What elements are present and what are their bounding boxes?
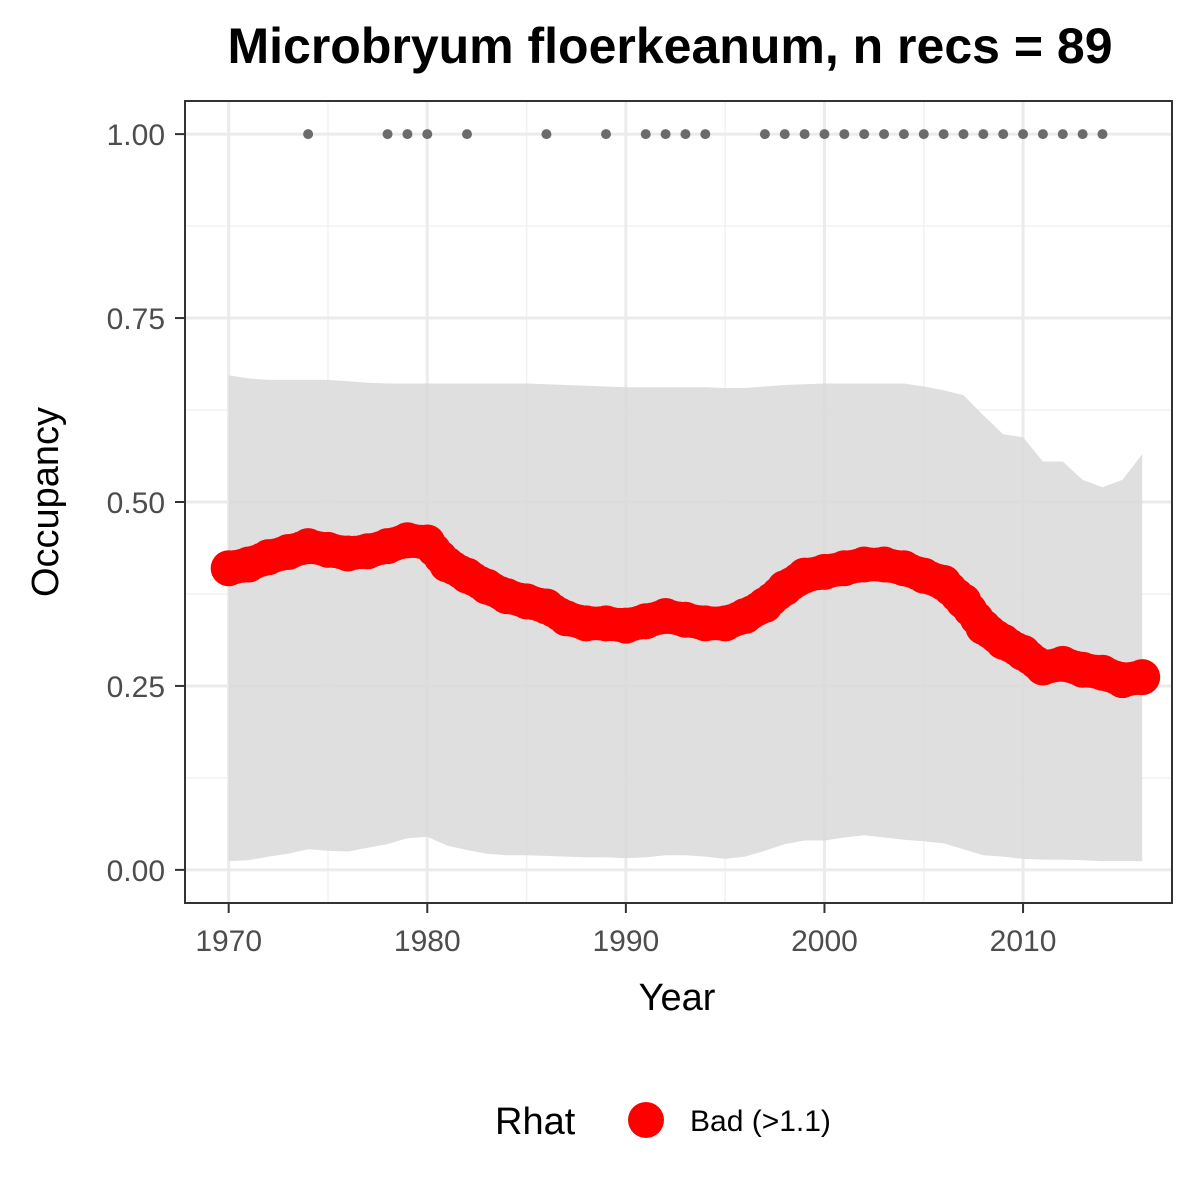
record-point [462, 129, 472, 140]
record-point [879, 129, 890, 140]
record-point [640, 129, 651, 140]
record-point [660, 129, 671, 140]
record-point [402, 129, 413, 140]
record-point [799, 129, 810, 140]
record-point [1037, 129, 1048, 140]
x-tick-label: 2000 [791, 925, 858, 958]
x-axis-ticks: 1970 1980 1990 2000 2010 [195, 903, 1056, 958]
record-point [1097, 129, 1108, 140]
legend-title: Rhat [495, 1101, 576, 1143]
record-point [839, 129, 850, 140]
x-tick-label: 2010 [990, 925, 1057, 958]
series-point [1124, 659, 1161, 696]
record-point [422, 129, 433, 140]
chart-title: Microbryum floerkeanum, n recs = 89 [227, 18, 1112, 74]
record-points [303, 129, 1108, 140]
record-point [601, 129, 612, 140]
record-point [819, 129, 830, 140]
record-point [1077, 129, 1088, 140]
legend: Rhat Bad (>1.1) [495, 1101, 831, 1143]
y-tick-label: 0.50 [107, 487, 165, 520]
x-tick-label: 1980 [394, 925, 461, 958]
record-point [382, 129, 393, 140]
y-tick-label: 1.00 [107, 119, 165, 152]
record-point [918, 129, 929, 140]
y-tick-label: 0.75 [107, 303, 165, 336]
record-point [700, 129, 711, 140]
record-point [978, 129, 989, 140]
x-tick-label: 1970 [195, 925, 262, 958]
y-tick-label: 0.00 [107, 855, 165, 888]
record-point [779, 129, 790, 140]
record-point [859, 129, 870, 140]
occupancy-series [210, 522, 1161, 699]
x-tick-label: 1990 [592, 925, 659, 958]
record-point [759, 129, 770, 140]
y-tick-label: 0.25 [107, 671, 165, 704]
record-point [898, 129, 909, 140]
record-point [1057, 129, 1068, 140]
y-axis-title: Occupancy [25, 407, 67, 597]
record-point [998, 129, 1009, 140]
record-point [541, 129, 552, 140]
record-point [938, 129, 949, 140]
legend-label: Bad (>1.1) [690, 1105, 831, 1138]
record-point [680, 129, 691, 140]
legend-key-red-circle [628, 1102, 664, 1138]
record-point [1018, 129, 1029, 140]
record-point [958, 129, 969, 140]
x-axis-title: Year [639, 977, 716, 1019]
y-axis-ticks: 0.00 0.25 0.50 0.75 1.00 [107, 119, 185, 888]
record-point [303, 129, 314, 140]
